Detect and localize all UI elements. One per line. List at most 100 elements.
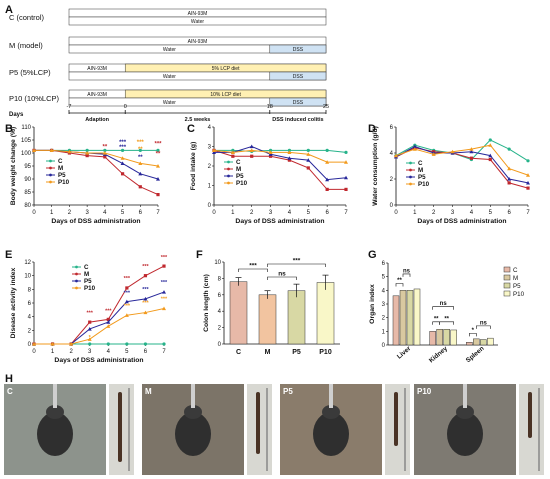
timeline-tick-label: -7: [67, 104, 72, 110]
data-point: [394, 153, 398, 158]
data-point: [162, 342, 166, 346]
photo-group-label: P10: [417, 387, 432, 396]
bar: [406, 290, 414, 346]
y-tick-label: 2: [382, 316, 386, 322]
data-point: [120, 156, 125, 160]
x-tick-label: 6: [507, 210, 511, 216]
significance-mark: **: [397, 278, 402, 284]
data-point: [268, 152, 273, 156]
legend-label: P5: [418, 174, 426, 181]
x-tick-label: 4: [470, 210, 474, 216]
data-point: [469, 156, 474, 160]
x-tick-label: 1: [51, 349, 55, 355]
significance-bracket: [476, 325, 491, 329]
water-label: Water: [191, 19, 204, 25]
data-point: [249, 144, 254, 149]
phase-label: DSS induced colitis: [272, 117, 323, 123]
bar: [258, 294, 277, 345]
data-point: [526, 180, 530, 185]
x-tick-label: 4: [103, 210, 107, 216]
significance-mark: ***: [142, 301, 149, 307]
legend-label: C: [58, 158, 63, 165]
y-tick-label: 4: [208, 125, 212, 131]
data-point: [103, 155, 107, 159]
mouse-head: [184, 405, 202, 419]
data-point: [85, 154, 89, 158]
x-tick-label: 3: [85, 210, 89, 216]
y-tick-label: 0: [218, 342, 222, 348]
x-tick-label: 0: [212, 210, 216, 216]
significance-bracket: [432, 306, 454, 310]
data-point: [85, 148, 89, 152]
y-axis-title: Organ index: [369, 284, 376, 324]
legend-swatch: [503, 266, 511, 273]
legend-label: M: [513, 275, 518, 282]
legend-label: C: [513, 267, 518, 274]
data-point: [143, 310, 148, 315]
panel-letter-a: A: [5, 4, 13, 16]
data-point: [469, 149, 474, 154]
photo-group-label: M: [145, 387, 152, 396]
bar: [392, 295, 400, 346]
line-chart-b: 80 85 90 95 100 105 110 0 1 2 3 4 5 6 7 Days of DSS adm…: [10, 125, 162, 225]
legend-marker: [49, 180, 52, 184]
diet-label: AIN-93M: [87, 92, 107, 98]
data-point: [507, 181, 511, 185]
legend-marker: [75, 279, 78, 283]
legend-label: P10: [84, 285, 96, 292]
legend-label: P10: [58, 179, 70, 186]
data-point: [124, 313, 129, 317]
x-tick-label: M: [265, 349, 271, 356]
x-tick-label: 2: [432, 210, 436, 216]
y-tick-label: 10: [214, 260, 221, 266]
x-tick-label: 6: [139, 210, 143, 216]
series-line-p10: [213, 149, 346, 163]
y-tick-label: 6: [390, 125, 394, 131]
y-tick-label: 80: [24, 203, 31, 209]
data-point: [412, 144, 417, 149]
legend-marker: [49, 173, 52, 177]
data-point: [125, 342, 129, 346]
legend-label: P5: [513, 283, 521, 290]
y-tick-label: 3: [208, 145, 212, 151]
y-axis-title: Body weight change (%): [10, 127, 17, 206]
data-point: [120, 148, 125, 152]
significance-mark: ***: [105, 308, 112, 314]
data-point: [106, 342, 110, 346]
y-tick-label: 110: [21, 125, 31, 131]
data-point: [162, 306, 166, 311]
lcp-diet-label: 10% LCP diet: [210, 92, 241, 98]
data-point: [143, 274, 148, 278]
dss-bar: [269, 71, 327, 81]
data-point: [250, 154, 254, 158]
data-point: [231, 154, 235, 158]
significance-bracket: [439, 321, 454, 325]
significance-bracket: [402, 273, 411, 277]
data-point: [32, 148, 36, 152]
significance-mark: ***: [249, 263, 257, 270]
significance-mark: ns: [440, 301, 448, 307]
data-point: [156, 193, 160, 197]
y-tick-label: 2: [390, 177, 394, 183]
data-point: [49, 148, 54, 152]
bar: [287, 290, 306, 345]
gavage-needle: [463, 384, 467, 408]
mouse-head: [322, 405, 340, 419]
legend-label: P10: [236, 180, 248, 187]
diet-label: AIN-93M: [188, 39, 208, 45]
data-point: [67, 149, 72, 154]
x-tick-label: 3: [269, 210, 273, 216]
y-tick-label: 105: [21, 138, 32, 144]
legend-marker: [409, 182, 412, 186]
mouse-body: [313, 412, 349, 456]
mouse-head: [456, 405, 474, 419]
data-point: [287, 156, 292, 160]
data-point: [88, 342, 92, 346]
data-point: [507, 166, 512, 171]
legend-marker: [409, 175, 412, 179]
data-point: [412, 147, 417, 151]
dss-label: DSS: [293, 74, 304, 80]
data-point: [156, 148, 160, 152]
legend-label: P10: [513, 291, 525, 298]
